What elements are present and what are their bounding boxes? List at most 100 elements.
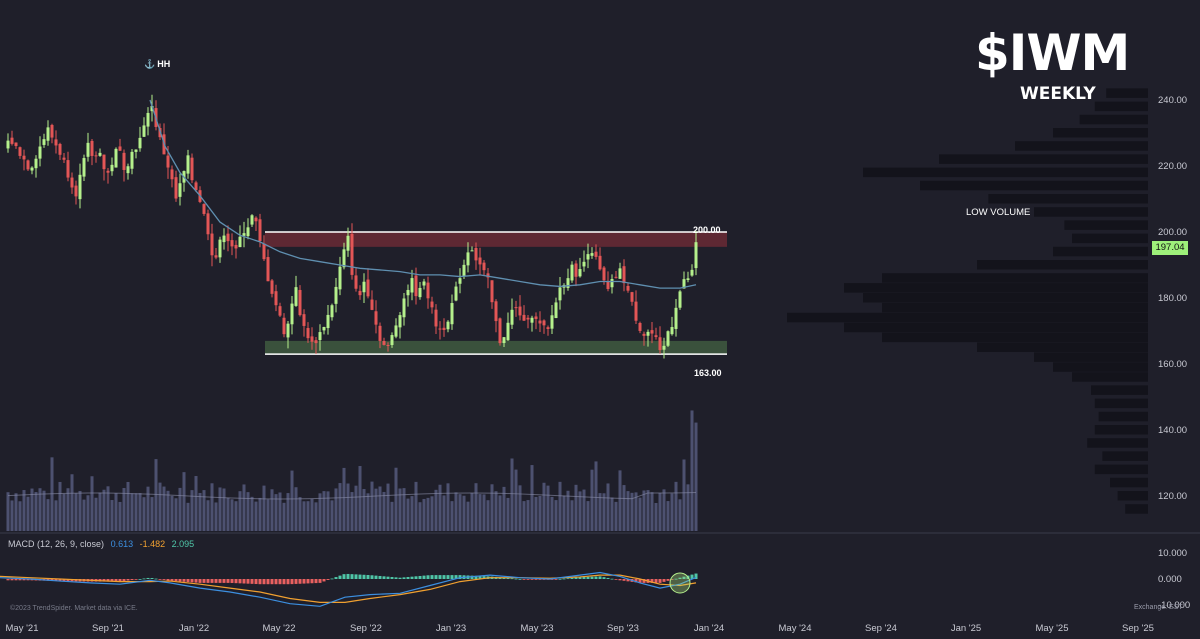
candle [146,112,150,127]
candle [338,266,342,290]
volume-bar [450,501,454,531]
volume-bar [418,502,422,531]
volume-bar [530,465,534,531]
candle [38,146,42,159]
current-price-badge: 197.04 [1152,241,1188,255]
macd-histogram-bar [538,579,542,580]
macd-histogram-bar [374,575,378,579]
volume-bar [302,501,306,531]
macd-histogram-bar [222,579,226,583]
volume-profile-bar [1091,385,1148,395]
macd-histogram-bar [102,579,106,582]
volume-profile-bar [863,293,1148,303]
resistance-level-label: 200.00 [693,225,721,235]
macd-histogram-bar [146,577,150,579]
macd-histogram-bar [586,576,590,579]
candle [526,317,530,320]
volume-bar [122,488,126,531]
macd-histogram-bar [6,579,10,581]
macd-histogram-bar [298,579,302,584]
volume-bar [642,490,646,531]
volume-bar [414,481,418,531]
candle [118,146,122,151]
macd-legend-name: MACD (12, 26, 9, close) [8,539,105,549]
macd-histogram-bar [670,579,674,580]
macd-histogram-bar [442,575,446,579]
macd-histogram-bar [522,579,526,580]
volume-bar [510,458,514,531]
macd-histogram-bar [58,579,62,582]
macd-histogram-bar [266,579,270,585]
macd-histogram-bar [454,575,458,579]
price-tick-label: 240.00 [1158,95,1187,106]
candle [586,254,590,260]
volume-bar [30,488,34,531]
volume-bar [470,492,474,531]
candle [342,249,346,268]
volume-profile-bar [1094,398,1148,409]
candle [458,278,462,284]
signal-value: -1.482 [139,539,166,549]
candle [34,158,38,169]
candle [682,279,686,289]
candle [18,147,22,156]
candle [222,235,226,243]
volume-bar [554,500,558,531]
macd-histogram-bar [394,577,398,579]
volume-bar [650,492,654,531]
macd-histogram-bar [106,579,110,582]
x-axis-tick-label: May '25 [1036,623,1069,634]
volume-bar [370,481,374,531]
volume-profile-bar [787,312,1148,323]
macd-histogram-bar [262,579,266,585]
volume-bar [366,493,370,531]
volume-profile-bar [1087,438,1148,448]
volume-average-line [7,491,697,500]
macd-histogram-bar [122,579,126,582]
volume-profile-bar [1106,88,1148,98]
macd-histogram-bar [234,579,238,584]
volume-bar [514,469,518,531]
candle [462,264,466,277]
volume-bar [114,493,118,531]
macd-histogram-bar [118,579,122,582]
volume-bar [538,495,542,531]
candle [398,315,402,328]
macd-histogram-bar [322,579,326,582]
volume-bar [458,494,462,531]
macd-histogram-bar [658,579,662,583]
candle [470,250,474,252]
volume-bar [638,497,642,531]
candle [522,314,526,321]
macd-histogram-bar [130,579,134,581]
candle [106,170,110,173]
macd-histogram-bar [306,579,310,584]
macd-histogram-bar [334,577,338,579]
candle [322,327,326,331]
volume-bar [646,490,650,531]
candle [650,330,654,334]
volume-profile-bar [1053,362,1148,372]
macd-histogram-bar [622,579,626,581]
volume-bar [398,488,402,531]
price-tick-label: 180.00 [1158,293,1187,304]
volume-bar [150,497,154,531]
macd-histogram-bar [286,579,290,585]
volume-profile-bar [1098,411,1148,422]
candle [174,177,178,199]
macd-histogram-bar [366,574,370,579]
volume-bar [146,486,150,531]
volume-bar [506,497,510,531]
candle [166,155,170,168]
volume-profile-bar [844,283,1148,293]
candle [30,167,34,171]
support-zone [265,340,727,355]
macd-histogram-bar [650,579,654,583]
volume-profile-bar [1125,504,1148,514]
volume-bar [426,497,430,531]
candle [354,275,358,289]
volume-bar [58,481,62,531]
volume-bar [634,492,638,531]
candle [22,155,26,160]
